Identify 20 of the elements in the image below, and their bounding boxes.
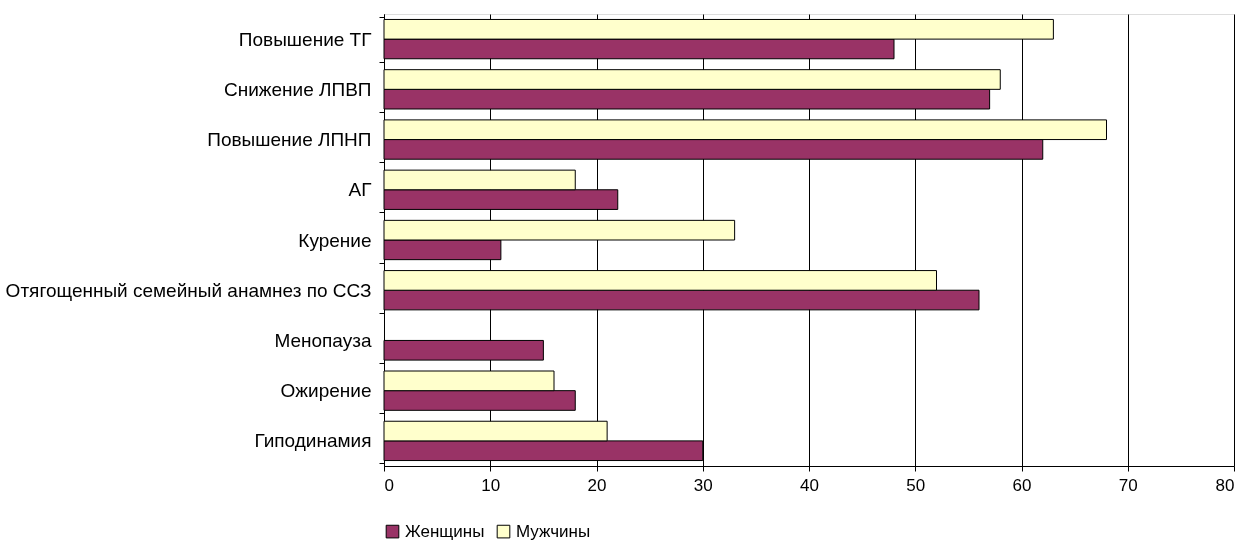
y-tick-label: Курение	[298, 229, 372, 251]
legend-label: Женщины	[405, 521, 485, 541]
y-tick-label: Повышение ЛПНП	[207, 129, 372, 151]
y-tick-label: Повышение ТГ	[238, 28, 372, 50]
y-tick-label: Менопауза	[274, 329, 372, 351]
y-tick-label: Снижение ЛПВП	[223, 78, 372, 100]
x-tick-label: 0	[384, 475, 394, 495]
x-tick-label: 10	[481, 475, 501, 495]
x-tick-label: 20	[587, 475, 607, 495]
legend-label: Мужчины	[516, 521, 591, 541]
y-tick-label: АГ	[348, 179, 372, 201]
y-tick-label: Гиподинамия	[254, 430, 372, 452]
x-tick-label: 40	[800, 475, 819, 495]
x-tick-label: 50	[906, 475, 926, 495]
x-tick-label: 60	[1012, 475, 1032, 495]
y-tick-label: Ожирение	[280, 380, 372, 402]
x-tick-label: 70	[1118, 475, 1138, 495]
x-tick-label: 30	[693, 475, 713, 495]
y-tick-label: Отягощенный семейный анамнез по ССЗ	[5, 279, 372, 301]
x-tick-label: 80	[1215, 475, 1235, 495]
